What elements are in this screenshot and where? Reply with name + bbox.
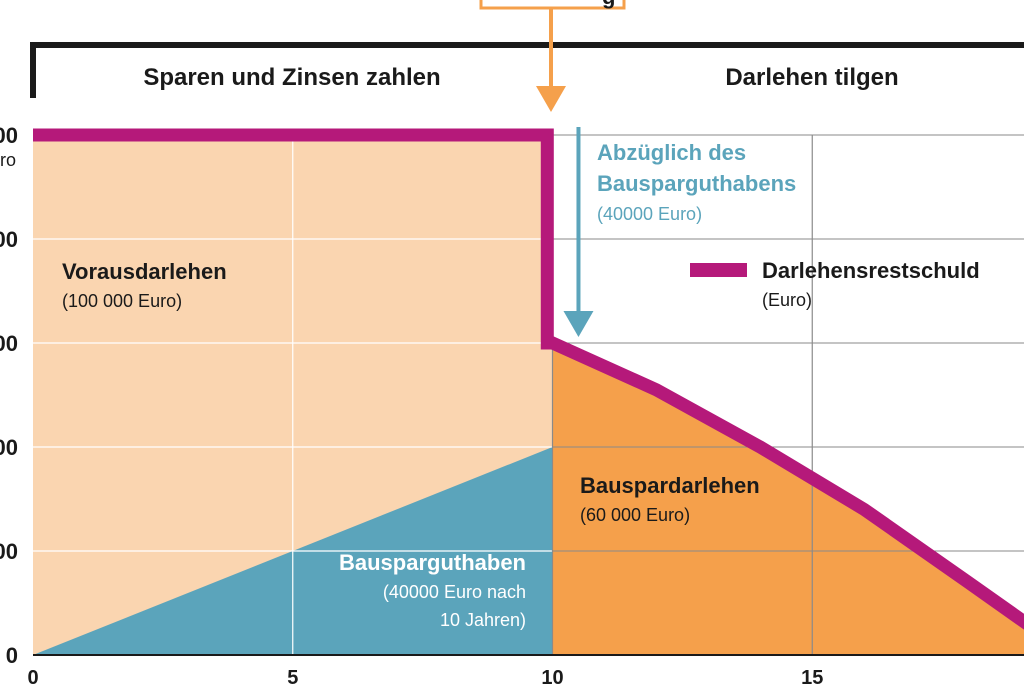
annotation-line2: Bausparguthabens	[597, 171, 796, 196]
tick-labels: 05101500000000000	[0, 123, 823, 685]
areas-layer	[33, 135, 1024, 655]
line-darlehensrestschuld	[33, 128, 1024, 630]
phase-bracket	[30, 42, 1024, 98]
area-bauspardarlehen	[552, 343, 1024, 655]
y-tick-label-5: 00	[0, 123, 18, 148]
x-tick-label-2: 10	[541, 667, 563, 685]
legend-swatch	[690, 263, 747, 277]
vorausdarlehen-label: Vorausdarlehen	[62, 259, 227, 284]
vorausdarlehen-amount: (100 000 Euro)	[62, 291, 182, 311]
blue-arrow-head	[563, 311, 594, 337]
phase2-label: Darlehen tilgen	[725, 64, 898, 91]
grid-layer	[33, 134, 1024, 656]
legend-label: Darlehensrestschuld	[762, 258, 980, 283]
top-box-text: g	[602, 0, 615, 9]
lines-layer	[33, 128, 1024, 630]
y-tick-label-4: 00	[0, 227, 18, 252]
orange-arrow-head	[536, 86, 566, 112]
y-unit-fragment: ro	[0, 150, 16, 170]
x-tick-label-3: 15	[801, 667, 823, 685]
annotation-line3: (40000 Euro)	[597, 204, 702, 224]
phase1-label: Sparen und Zinsen zahlen	[143, 64, 440, 91]
y-tick-label-2: 00	[0, 435, 18, 460]
annotation-line1: Abzüglich des	[597, 140, 746, 165]
legend-sublabel: (Euro)	[762, 290, 812, 310]
bausparguthaben-label: Bausparguthaben	[339, 550, 526, 575]
bausparguthaben-amount-2: 10 Jahren)	[440, 610, 526, 630]
bauspardarlehen-label: Bauspardarlehen	[580, 473, 760, 498]
x-tick-label-0: 0	[27, 667, 38, 685]
y-tick-label-3: 00	[0, 331, 18, 356]
x-tick-label-1: 5	[287, 667, 298, 685]
y-tick-label-0: 0	[6, 643, 18, 668]
y-tick-label-1: 00	[0, 539, 18, 564]
bauspardarlehen-amount: (60 000 Euro)	[580, 505, 690, 525]
bausparguthaben-amount-1: (40000 Euro nach	[383, 582, 526, 602]
